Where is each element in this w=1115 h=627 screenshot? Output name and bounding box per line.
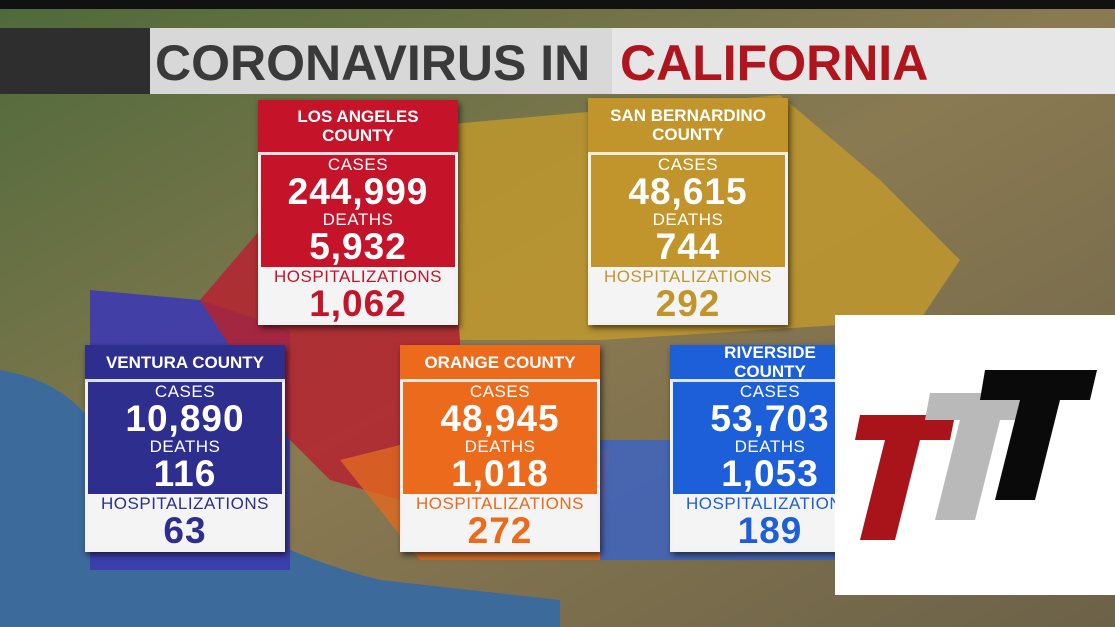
title-part2: CALIFORNIA xyxy=(620,35,928,91)
cases-value: 48,615 xyxy=(628,171,748,212)
hosp-label: HOSPITALIZATIONS xyxy=(604,267,772,286)
logo xyxy=(835,315,1115,595)
title-part1: CORONAVIRUS IN xyxy=(155,35,590,91)
cases-value: 244,999 xyxy=(287,171,429,212)
deaths-value: 1,053 xyxy=(721,453,819,494)
county-name: SAN BERNARDINO COUNTY xyxy=(588,98,788,155)
deaths-value: 1,018 xyxy=(451,453,549,494)
cases-label: CASES xyxy=(739,382,801,401)
hosp-box: HOSPITALIZATIONS 1,062 xyxy=(261,267,455,322)
cases-value: 10,890 xyxy=(125,398,245,439)
logo-t1 xyxy=(855,415,955,540)
hosp-box: HOSPITALIZATIONS 292 xyxy=(591,267,785,322)
deaths-label: DEATHS xyxy=(734,437,806,456)
title-bar-right xyxy=(612,28,1115,94)
hosp-label: HOSPITALIZATIONS xyxy=(101,494,269,513)
county-panel: SAN BERNARDINO COUNTY CASES 48,615 DEATHS 74… xyxy=(588,98,788,325)
hosp-box: HOSPITALIZATIONS 272 xyxy=(403,494,597,549)
logo-t3 xyxy=(980,370,1097,500)
county-panel: ORANGE COUNTY CASES 48,945 DEATHS 1,018 HOSPI… xyxy=(400,345,600,552)
top-strip xyxy=(0,0,1115,9)
deaths-value: 5,932 xyxy=(309,226,407,267)
hosp-value: 292 xyxy=(655,283,721,324)
deaths-label: DEATHS xyxy=(149,437,221,456)
county-name: ORANGE COUNTY xyxy=(400,345,600,382)
cases-label: CASES xyxy=(327,155,389,174)
hosp-value: 189 xyxy=(737,510,803,551)
hosp-label: HOSPITALIZATIONS xyxy=(686,494,854,513)
cases-label: CASES xyxy=(154,382,216,401)
county-name: LOS ANGELES COUNTY xyxy=(258,100,458,155)
county-name: VENTURA COUNTY xyxy=(85,345,285,382)
hosp-value: 1,062 xyxy=(309,283,407,324)
deaths-label: DEATHS xyxy=(322,210,394,229)
cases-label: CASES xyxy=(469,382,531,401)
hosp-label: HOSPITALIZATIONS xyxy=(274,267,442,286)
deaths-label: DEATHS xyxy=(652,210,724,229)
hosp-label: HOSPITALIZATIONS xyxy=(416,494,584,513)
deaths-value: 744 xyxy=(655,226,721,267)
hosp-box: HOSPITALIZATIONS 63 xyxy=(88,494,282,549)
county-stats: CASES 48,945 DEATHS 1,018 HOSPITALIZATIONS 27… xyxy=(400,382,600,552)
title-bar-mid xyxy=(150,28,612,94)
county-panel: VENTURA COUNTY CASES 10,890 DEATHS 116 HOSPIT… xyxy=(85,345,285,552)
county-stats: CASES 48,615 DEATHS 744 HOSPITALIZATIONS 292 xyxy=(588,155,788,325)
cases-label: CASES xyxy=(657,155,719,174)
county-panel: LOS ANGELES COUNTY CASES 244,999 DEATHS 5,93… xyxy=(258,100,458,325)
deaths-label: DEATHS xyxy=(464,437,536,456)
cases-value: 53,703 xyxy=(710,398,830,439)
hosp-value: 272 xyxy=(467,510,533,551)
county-stats: CASES 10,890 DEATHS 116 HOSPITALIZATIONS 63 xyxy=(85,382,285,552)
county-stats: CASES 244,999 DEATHS 5,932 HOSPITALIZATIONS 1… xyxy=(258,155,458,325)
hosp-box: HOSPITALIZATIONS 189 xyxy=(673,494,867,549)
logo-t2 xyxy=(925,393,1035,520)
hosp-value: 63 xyxy=(163,510,207,551)
deaths-value: 116 xyxy=(153,453,217,494)
cases-value: 48,945 xyxy=(440,398,560,439)
